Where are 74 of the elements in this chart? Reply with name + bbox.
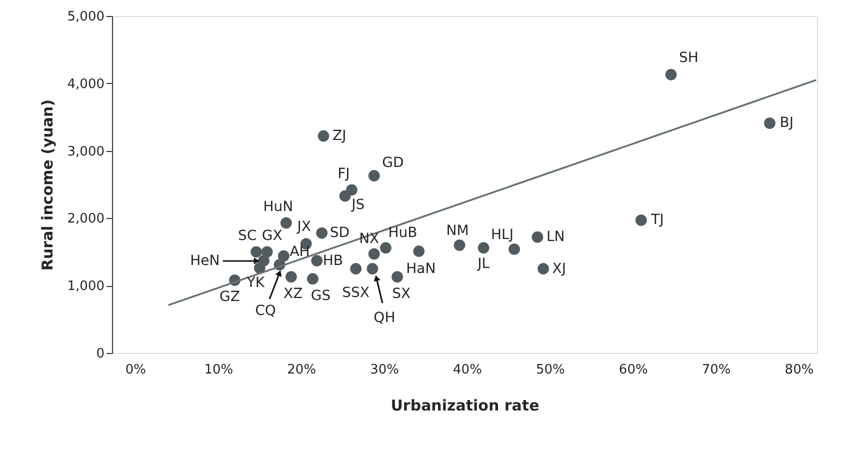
point — [250, 246, 262, 258]
x-tick-label: 50% — [536, 362, 565, 378]
annotation: SX — [392, 286, 411, 302]
annotation: GZ — [220, 289, 240, 306]
point — [380, 242, 392, 254]
x-tick-label: 20% — [287, 362, 316, 378]
y-axis-title: Rural income (yuan) — [38, 99, 56, 271]
annotation: SSX — [342, 285, 370, 302]
annotation: FJ — [338, 166, 350, 182]
annotation: SH — [679, 50, 698, 66]
annotation: JS — [350, 197, 365, 214]
annotation: GS — [310, 288, 331, 304]
annotation: GX — [262, 228, 283, 244]
y-tick-label: 0 — [96, 346, 104, 362]
annotation: AH — [290, 244, 310, 260]
point — [280, 217, 292, 229]
annotation: GD — [382, 155, 404, 172]
point — [350, 263, 362, 274]
annotation: XJ — [552, 261, 566, 278]
point — [307, 273, 318, 285]
annotation: SC — [238, 228, 257, 244]
point — [392, 271, 404, 283]
x-tick-label: 60% — [618, 362, 648, 378]
point — [261, 246, 273, 258]
y-tick-label: 3,000 — [67, 144, 104, 160]
annotation: TJ — [650, 212, 664, 228]
x-tick-label: 10% — [204, 362, 234, 378]
x-axis-title: Urbanization rate — [390, 396, 540, 414]
annotation: LN — [546, 229, 565, 246]
annotation: QH — [374, 310, 396, 326]
y-tick-label: 4,000 — [67, 76, 104, 92]
annotation: NM — [446, 223, 469, 240]
point — [368, 170, 380, 182]
point — [311, 254, 323, 266]
point — [538, 263, 549, 274]
point — [478, 242, 490, 254]
annotation: HuB — [388, 224, 418, 241]
point — [532, 231, 544, 243]
annotation: JL — [476, 256, 490, 272]
annotation: HB — [322, 253, 344, 269]
point — [635, 214, 647, 226]
point — [368, 248, 380, 260]
point — [278, 250, 290, 262]
annotation: HaN — [406, 261, 436, 278]
annotation: HuN — [263, 198, 294, 215]
x-tick-label: 70% — [702, 362, 731, 378]
x-tick-label: 30% — [370, 362, 399, 378]
y-tick-label: 2,000 — [67, 212, 104, 227]
annotation: NX — [359, 230, 380, 247]
point — [413, 246, 425, 257]
x-tick-label: 40% — [453, 362, 482, 378]
point — [316, 227, 328, 239]
annotation: JX — [296, 219, 312, 236]
annotation: HLJ — [491, 227, 514, 243]
point — [665, 68, 677, 80]
annotation: BJ — [780, 115, 794, 132]
annotation: SD — [330, 225, 350, 242]
y-tick-label: 5,000 — [67, 10, 104, 24]
annotation: ZJ — [332, 128, 346, 144]
point — [285, 271, 297, 283]
point — [339, 190, 351, 202]
x-tick-label: 0% — [125, 362, 146, 378]
point — [508, 244, 520, 255]
x-tick-label: 80% — [784, 362, 814, 378]
point — [318, 130, 330, 142]
point — [764, 117, 776, 129]
annotation: CQ — [255, 302, 276, 319]
annotation: HeN — [190, 253, 220, 269]
point — [366, 263, 378, 274]
annotation: XZ — [284, 286, 303, 302]
y-tick-label: 1,000 — [67, 279, 104, 294]
annotation: YK — [246, 275, 266, 292]
point — [254, 262, 266, 274]
point — [454, 239, 466, 251]
